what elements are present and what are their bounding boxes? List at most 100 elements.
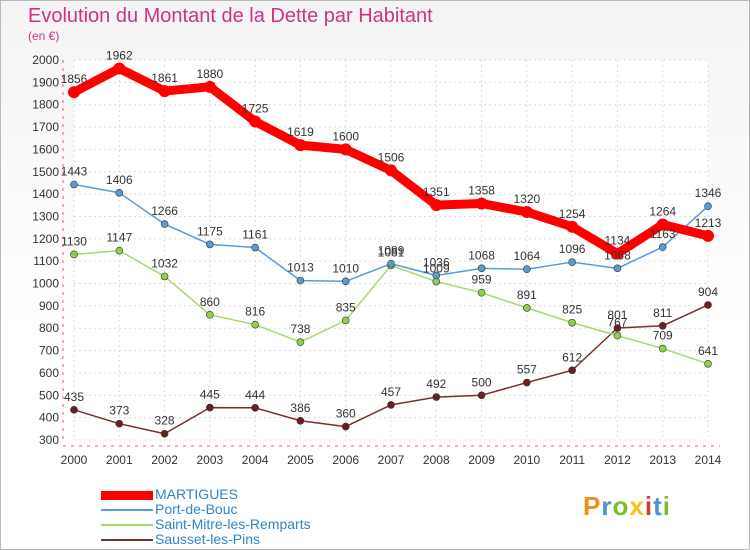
data-point (70, 406, 78, 414)
data-label: 641 (698, 344, 718, 358)
legend-swatch (101, 509, 153, 511)
y-tick-label: 2000 (32, 53, 59, 67)
data-point (704, 301, 712, 309)
x-tick-label: 2012 (604, 453, 631, 467)
data-label: 1147 (106, 231, 132, 245)
legend-item: Saint-Mitre-les-Remparts (101, 516, 401, 533)
data-label: 1013 (287, 261, 314, 275)
data-point (70, 180, 78, 189)
y-tick-label: 300 (39, 433, 59, 447)
logo-letter: r (601, 491, 613, 521)
data-point (477, 391, 486, 400)
data-label: 435 (64, 390, 84, 404)
y-tick-label: 1400 (32, 187, 59, 201)
data-point (430, 199, 443, 212)
data-label: 1320 (514, 192, 541, 206)
data-label: 1725 (242, 101, 269, 115)
x-tick-label: 2013 (649, 453, 676, 467)
logo-letter: P (583, 491, 602, 521)
data-point (613, 264, 622, 273)
data-point (568, 258, 576, 266)
data-point (523, 304, 531, 312)
data-label: 801 (607, 308, 627, 322)
proxiti-logo: Proxiti (583, 491, 671, 522)
data-point (160, 429, 169, 438)
y-tick-label: 1700 (32, 120, 59, 134)
data-point (704, 359, 712, 368)
data-label: 1264 (649, 205, 676, 219)
data-label: 767 (607, 316, 627, 330)
data-label: 891 (517, 288, 537, 302)
data-point (613, 324, 622, 332)
data-label: 500 (472, 375, 492, 389)
data-label: 1009 (423, 262, 450, 276)
data-label: 1346 (695, 186, 722, 200)
data-label: 1619 (287, 125, 314, 139)
data-label: 1064 (514, 249, 541, 263)
data-point (385, 164, 397, 177)
y-tick-label: 1000 (32, 277, 59, 291)
data-label: 557 (517, 363, 537, 377)
data-point (115, 246, 124, 255)
data-label: 1856 (61, 72, 88, 86)
y-tick-label: 900 (39, 299, 59, 313)
x-tick-label: 2010 (514, 453, 541, 467)
data-label: 860 (200, 295, 220, 309)
legend-item: Port-de-Bouc (101, 501, 401, 518)
data-label: 1068 (604, 248, 631, 262)
data-label: 1068 (468, 248, 495, 262)
data-point (113, 62, 126, 75)
data-label: 1358 (468, 184, 495, 198)
data-point (296, 276, 305, 285)
data-point (203, 80, 216, 93)
data-label: 457 (381, 385, 401, 399)
y-tick-label: 1500 (32, 165, 59, 179)
data-point (68, 86, 80, 99)
data-point (160, 272, 169, 281)
x-tick-label: 2001 (106, 453, 133, 467)
x-tick-label: 2011 (559, 453, 585, 467)
data-point (115, 188, 124, 197)
data-point (206, 311, 214, 319)
data-label: 1351 (423, 185, 450, 199)
data-point (477, 264, 486, 273)
data-label: 1506 (378, 150, 405, 164)
data-point (432, 393, 441, 401)
data-point (520, 206, 533, 218)
logo-letter: x (629, 491, 645, 521)
data-label: 1010 (332, 261, 359, 275)
data-point (158, 85, 171, 98)
data-point (432, 271, 441, 280)
data-point (523, 265, 531, 274)
legend-label: Sausset-les-Pins (155, 531, 261, 547)
data-label: 1880 (197, 67, 224, 81)
data-point (296, 416, 305, 425)
y-tick-label: 800 (39, 321, 59, 335)
data-point (341, 277, 350, 286)
data-label: 904 (698, 285, 718, 299)
y-tick-label: 700 (39, 344, 59, 358)
legend-swatch (101, 490, 153, 500)
data-point (475, 197, 488, 210)
data-point (658, 344, 667, 353)
data-label: 1081 (378, 245, 405, 259)
data-label: 373 (109, 404, 129, 418)
data-point (339, 143, 352, 156)
data-point (115, 419, 124, 428)
x-tick-label: 2006 (332, 453, 359, 467)
data-label: 360 (336, 407, 356, 421)
data-label: 1163 (650, 227, 676, 241)
data-label: 816 (245, 305, 265, 319)
legend-label: Saint-Mitre-les-Remparts (155, 516, 311, 532)
data-label: 825 (562, 303, 582, 317)
data-label: 1266 (151, 204, 178, 218)
x-tick-label: 2003 (197, 453, 224, 467)
logo-letter: o (612, 491, 630, 521)
data-point (613, 331, 622, 340)
data-label: 444 (245, 388, 265, 402)
logo-letter: t (653, 491, 663, 521)
data-point (658, 243, 667, 251)
logo-letter: i (644, 491, 654, 521)
